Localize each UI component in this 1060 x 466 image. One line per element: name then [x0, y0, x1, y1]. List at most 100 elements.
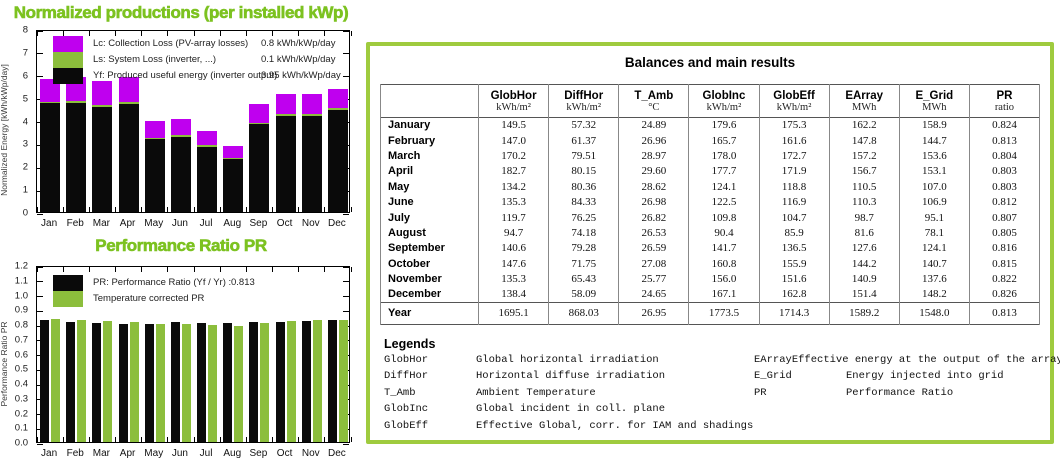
x-axis-month-label: Apr: [119, 218, 136, 229]
data-cell: 147.0: [477, 132, 550, 149]
pr-chart-y-axis-label: Performance Ratio PR: [0, 321, 9, 407]
performance-ratio-title: Performance Ratio PR: [95, 236, 268, 256]
data-cell: 127.6: [828, 240, 900, 257]
data-cell: 80.15: [548, 163, 620, 180]
table-row-june: June 135.3 84.33 26.98 122.5 116.9 110.3 106.9 0…: [380, 194, 1041, 210]
x-tick-mark: [245, 207, 247, 212]
y-tick-label: 0.5: [14, 363, 28, 375]
legends-section: Legends GlobHor Global horizontal irradia…: [384, 337, 1060, 437]
y-tick-mark: [37, 99, 43, 101]
bar-ls-jun: [170, 134, 191, 137]
bar-ls-jul: [197, 145, 218, 147]
bar-pr-jul: [197, 322, 206, 442]
data-cell: 156.0: [688, 271, 760, 287]
legend-swatch-pr: [53, 275, 83, 291]
y-tick-label: 0.7: [14, 334, 28, 346]
table-row-march: March 170.2 79.51 28.97 178.0 172.7 157.2 153.6…: [380, 148, 1041, 164]
bar-pr-apr: [118, 323, 128, 442]
bar-lc-mar: [92, 80, 113, 105]
x-tick-mark: [350, 207, 352, 212]
y-tick-label: 1.1: [14, 275, 28, 287]
data-cell: 26.53: [618, 225, 690, 241]
y-tick-mark: [37, 76, 43, 78]
data-cell: 141.7: [688, 240, 760, 257]
column-header: [380, 84, 479, 102]
y-tick-mark: [343, 213, 349, 215]
bar-yf-mar: [92, 106, 113, 212]
bar-prc-feb: [77, 320, 87, 442]
data-cell: 104.7: [758, 209, 830, 226]
data-cell: 147.6: [477, 256, 550, 272]
data-cell: 58.09: [548, 286, 620, 303]
data-cell: 158.9: [898, 117, 970, 133]
bar-ls-aug: [223, 157, 244, 159]
data-cell: 177.7: [688, 163, 760, 180]
y-tick-label: 0.1: [14, 422, 28, 434]
bar-prc-aug: [234, 326, 244, 442]
table-row-january: January 149.5 57.32 24.89 179.6 175.3 162.2 158…: [380, 117, 1041, 133]
table-row-april: April 182.7 80.15 29.60 177.7 171.9 156.7 153.1…: [380, 163, 1041, 180]
x-tick-mark: [88, 437, 90, 442]
data-cell: 84.33: [548, 194, 620, 210]
legend-swatch-yf: [53, 68, 83, 84]
bar-prc-jul: [208, 325, 217, 442]
data-cell: 95.1: [898, 209, 970, 226]
row-label: July: [380, 209, 479, 226]
bar-lc-jun: [170, 118, 191, 135]
legend-value-lc: 0.8 kWh/kWp/day: [261, 38, 336, 49]
x-axis-month-label: Jul: [199, 448, 213, 459]
x-tick-mark: [36, 437, 38, 442]
x-tick-mark: [350, 437, 352, 442]
data-cell: 156.7: [828, 163, 900, 180]
data-cell: 90.4: [688, 225, 760, 241]
data-cell: 109.8: [688, 209, 760, 226]
data-cell: 147.8: [828, 132, 900, 149]
legend-term: DiffHor: [384, 370, 429, 383]
data-cell: 0.813: [968, 132, 1041, 149]
data-cell: 85.9: [758, 225, 830, 241]
x-tick-mark: [141, 207, 143, 212]
data-cell: 144.7: [898, 132, 970, 149]
y-tick-label: 3: [22, 138, 28, 150]
normalized-chart-plot-area: Lc: Collection Loss (PV-array losses) 0.8…: [36, 30, 352, 215]
legend-item-t_amb: T_Amb Ambient Temperature: [384, 387, 754, 399]
column-unit: kWh/m²: [758, 102, 830, 118]
table-row-september: September 140.6 79.28 26.59 141.7 136.5 127.6 1…: [380, 240, 1041, 257]
legend-description: Energy injected into grid: [846, 370, 1004, 383]
y-tick-mark: [343, 443, 349, 445]
bar-lc-apr: [118, 77, 139, 103]
y-tick-label: 0.9: [14, 304, 28, 316]
x-tick-mark: [245, 437, 247, 442]
x-tick-mark: [36, 31, 38, 36]
normalized-chart-y-axis-label: Normalized Energy [kWh/kWp/day]: [0, 64, 9, 196]
x-tick-mark: [219, 207, 221, 212]
legend-label-prc: Temperature corrected PR: [93, 293, 205, 304]
data-cell: 124.1: [688, 179, 760, 195]
y-tick-label: 1.2: [14, 260, 28, 272]
bar-ls-nov: [301, 114, 322, 116]
data-cell: 110.5: [828, 179, 900, 195]
y-tick-label: 0.3: [14, 393, 28, 405]
row-label: September: [380, 240, 479, 257]
data-cell: 94.7: [477, 225, 550, 241]
row-label: August: [380, 225, 479, 241]
data-cell: 0.803: [968, 163, 1041, 180]
data-cell: 175.3: [758, 117, 830, 133]
data-cell: 81.6: [828, 225, 900, 241]
row-label: February: [380, 132, 479, 149]
y-tick-mark: [343, 30, 349, 32]
legend-label-ls: Ls: System Loss (inverter, ...): [93, 54, 217, 65]
row-label: March: [380, 148, 479, 164]
x-tick-mark: [219, 31, 221, 36]
data-cell: 0.812: [968, 194, 1041, 210]
table-row-february: February 147.0 61.37 26.96 165.7 161.6 147.8 14…: [380, 132, 1041, 149]
bar-pr-dec: [327, 320, 337, 442]
legend-description: Global horizontal irradiation: [476, 353, 659, 366]
column-header-globeff: GlobEff: [758, 84, 830, 102]
legend-description: Global incident in coll. plane: [476, 403, 666, 416]
y-tick-mark: [343, 266, 349, 268]
data-cell: 179.6: [688, 117, 760, 133]
x-axis-month-label: Apr: [119, 448, 136, 459]
y-tick-mark: [343, 310, 349, 312]
bar-lc-jul: [197, 131, 218, 146]
